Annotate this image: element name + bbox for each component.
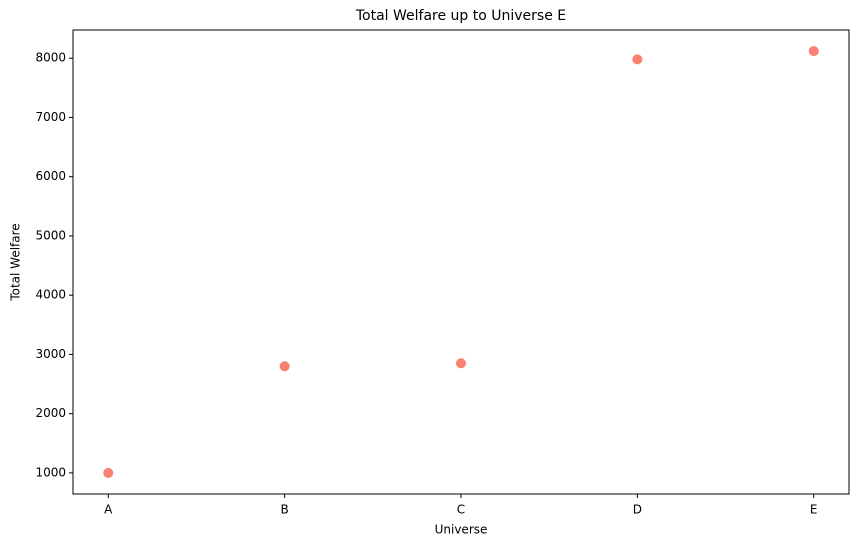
y-tick-label: 5000 xyxy=(35,228,66,242)
point xyxy=(279,361,290,372)
x-tick-label: D xyxy=(633,503,642,517)
x-tick-label: E xyxy=(810,503,818,517)
y-axis-label: Total Welfare xyxy=(9,223,23,301)
y-tick-label: 1000 xyxy=(35,465,66,479)
x-axis-label: Universe xyxy=(435,523,488,537)
point xyxy=(456,358,466,369)
point xyxy=(103,467,114,478)
x-tick-label: B xyxy=(281,503,289,517)
point xyxy=(632,54,643,65)
y-tick-label: 8000 xyxy=(35,51,66,65)
y-tick-label: 3000 xyxy=(35,347,66,361)
plot-frame xyxy=(72,29,850,495)
x-tick-label: C xyxy=(457,503,465,517)
y-tick-label: 6000 xyxy=(35,169,66,183)
y-tick-label: 4000 xyxy=(35,288,66,302)
y-tick-label: 2000 xyxy=(35,406,66,420)
x-tick-label: A xyxy=(104,503,113,517)
point xyxy=(808,46,819,57)
chart-title: Total Welfare up to Universe E xyxy=(355,8,566,24)
y-tick-label: 7000 xyxy=(35,110,66,124)
